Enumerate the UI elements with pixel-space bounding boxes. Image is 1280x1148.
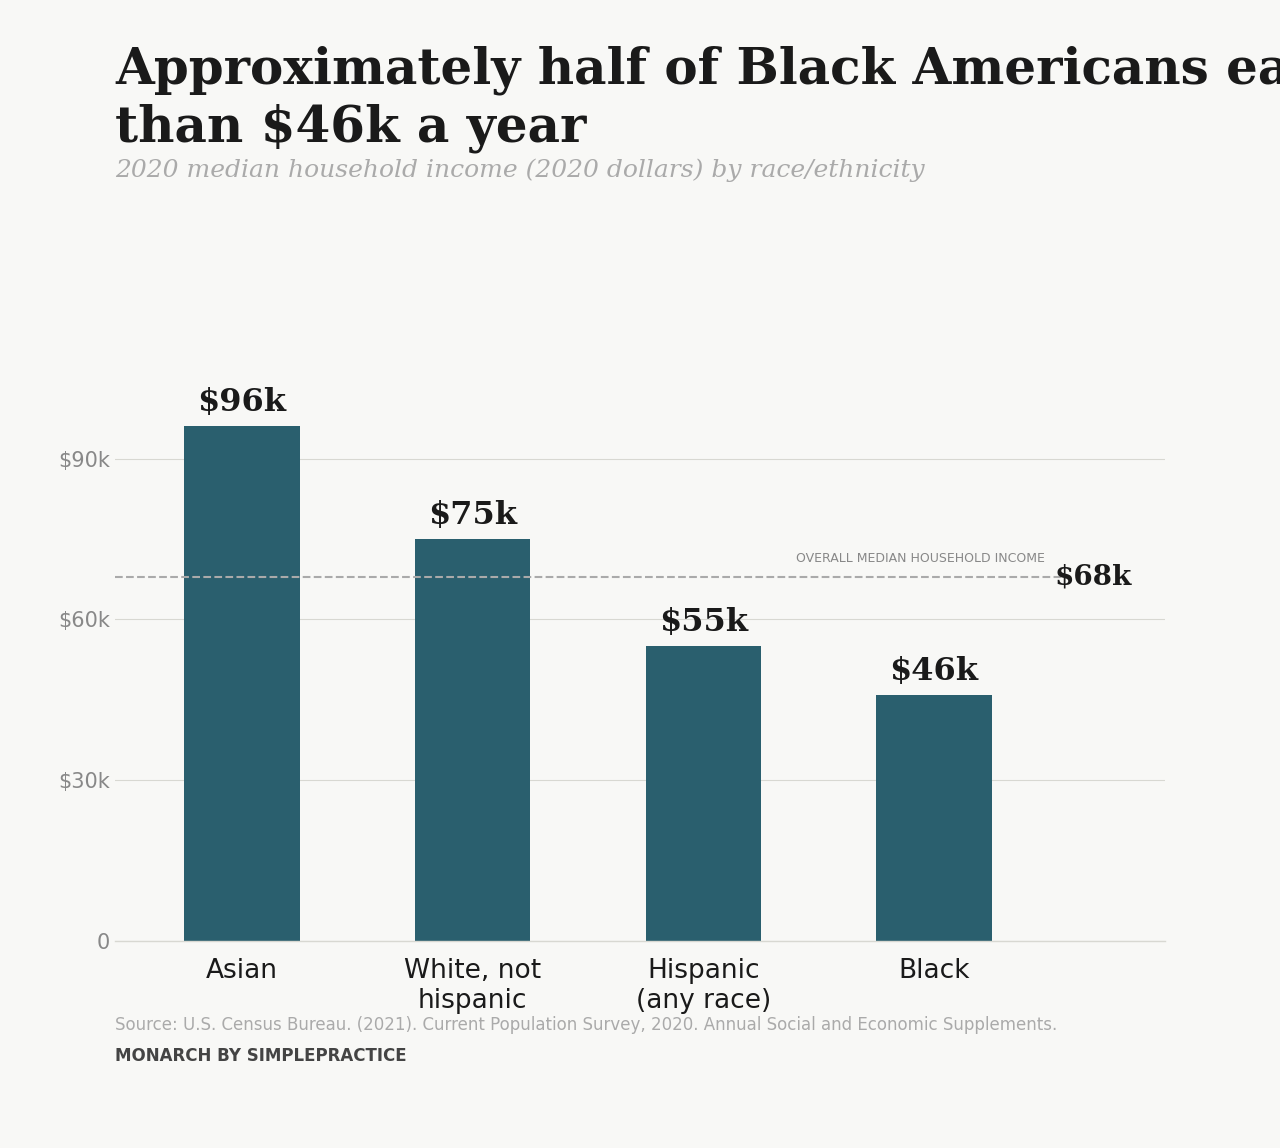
Text: $55k: $55k [659,607,748,638]
Text: 2020 median household income (2020 dollars) by race/ethnicity: 2020 median household income (2020 dolla… [115,158,925,181]
Text: than $46k a year: than $46k a year [115,103,586,153]
Text: MONARCH BY SIMPLEPRACTICE: MONARCH BY SIMPLEPRACTICE [115,1047,407,1065]
Text: $75k: $75k [429,501,517,532]
Text: OVERALL MEDIAN HOUSEHOLD INCOME: OVERALL MEDIAN HOUSEHOLD INCOME [796,552,1044,565]
Bar [415,540,530,941]
Bar [877,695,992,941]
Text: $46k: $46k [890,656,979,687]
Text: Source: U.S. Census Bureau. (2021). Current Population Survey, 2020. Annual Soci: Source: U.S. Census Bureau. (2021). Curr… [115,1016,1057,1034]
Text: Approximately half of Black Americans earn less: Approximately half of Black Americans ea… [115,46,1280,95]
Bar [184,426,300,941]
Text: $96k: $96k [197,387,287,418]
Text: $68k: $68k [1053,563,1132,590]
Bar [646,646,762,941]
